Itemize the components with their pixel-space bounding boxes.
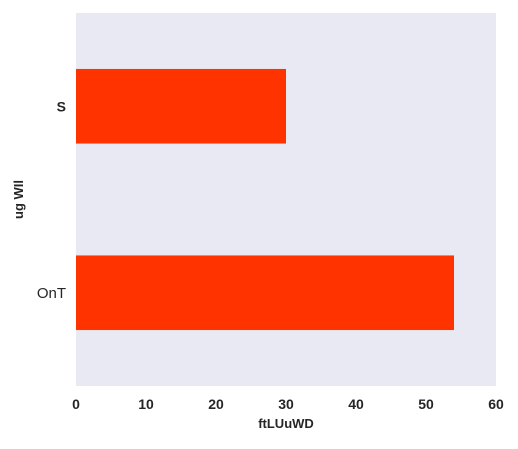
- x-tick-label-60: 60: [488, 396, 504, 412]
- x-tick-label-10: 10: [138, 396, 154, 412]
- x-tick-label-50: 50: [418, 396, 434, 412]
- bar-ont: [76, 255, 454, 330]
- y-axis-label: ug WIl: [11, 180, 26, 219]
- x-axis-label: ftLUuWD: [258, 416, 314, 431]
- x-tick-label-30: 30: [278, 396, 294, 412]
- x-tick-label-0: 0: [72, 396, 80, 412]
- y-axis-ticks: S OnT: [37, 98, 66, 302]
- x-axis-ticks: 0 10 20 30 40 50 60: [72, 396, 504, 412]
- y-tick-label-s: S: [57, 98, 66, 114]
- y-tick-label-ont: OnT: [37, 285, 66, 302]
- bar-s: [76, 69, 286, 144]
- x-tick-label-40: 40: [348, 396, 364, 412]
- x-tick-label-20: 20: [208, 396, 224, 412]
